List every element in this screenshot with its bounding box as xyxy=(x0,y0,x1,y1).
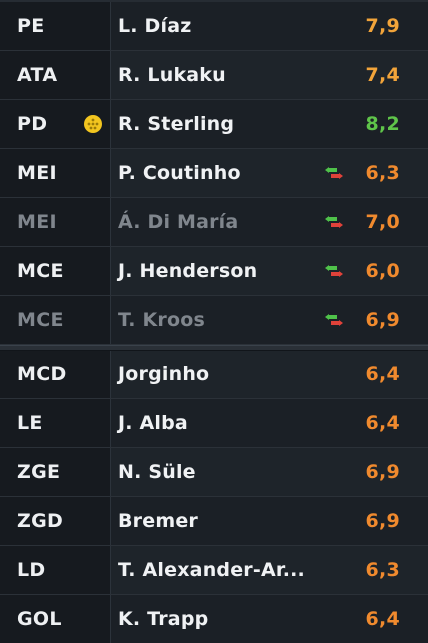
player-position: PE xyxy=(17,15,45,37)
player-rating: 6,9 xyxy=(365,461,400,483)
position-cell: GOL xyxy=(0,595,111,643)
player-row[interactable]: LE J. Alba 6,4 xyxy=(0,399,428,448)
player-row[interactable]: ATA R. Lukaku 7,4 xyxy=(0,51,428,100)
list-top-edge xyxy=(0,0,428,2)
player-position: MEI xyxy=(17,211,57,233)
player-position: ZGE xyxy=(17,461,61,483)
player-rating: 8,2 xyxy=(365,113,400,135)
player-rating: 7,4 xyxy=(365,64,400,86)
player-row[interactable]: MEI Á. Di María 7,0 xyxy=(0,198,428,247)
player-rating: 6,4 xyxy=(365,363,400,385)
player-row[interactable]: ZGE N. Süle 6,9 xyxy=(0,448,428,497)
player-row[interactable]: ZGD Bremer 6,9 xyxy=(0,497,428,546)
player-position: ZGD xyxy=(17,510,64,532)
player-name: Jorginho xyxy=(118,363,210,385)
player-name: T. Alexander-Ar... xyxy=(118,559,305,581)
player-name: T. Kroos xyxy=(118,309,206,331)
player-position: LE xyxy=(17,412,43,434)
player-rating: 6,9 xyxy=(365,309,400,331)
player-position: MCE xyxy=(17,309,64,331)
position-cell: LD xyxy=(0,546,111,594)
position-cell: MCD xyxy=(0,350,111,398)
position-cell: LE xyxy=(0,399,111,447)
player-name: L. Díaz xyxy=(118,15,192,37)
player-name: Bremer xyxy=(118,510,198,532)
ball-icon xyxy=(84,115,102,133)
substitution-icon xyxy=(325,314,343,326)
substitution-icon xyxy=(325,265,343,277)
position-cell: MCE xyxy=(0,296,111,344)
position-cell: ZGE xyxy=(0,448,111,496)
player-name: P. Coutinho xyxy=(118,162,241,184)
player-row[interactable]: MCE T. Kroos 6,9 xyxy=(0,296,428,345)
position-cell: PE xyxy=(0,2,111,50)
position-cell: MCE xyxy=(0,247,111,295)
player-position: MCD xyxy=(17,363,67,385)
position-cell: PD xyxy=(0,100,111,148)
player-row[interactable]: LD T. Alexander-Ar... 6,3 xyxy=(0,546,428,595)
player-position: ATA xyxy=(17,64,58,86)
player-rating: 7,9 xyxy=(365,15,400,37)
player-rating: 6,3 xyxy=(365,559,400,581)
player-rating: 6,3 xyxy=(365,162,400,184)
position-cell: ATA xyxy=(0,51,111,99)
bench-divider xyxy=(0,345,428,351)
player-position: MEI xyxy=(17,162,57,184)
position-cell: MEI xyxy=(0,198,111,246)
player-rating: 6,0 xyxy=(365,260,400,282)
player-rating: 7,0 xyxy=(365,211,400,233)
substitution-icon xyxy=(325,167,343,179)
player-position: GOL xyxy=(17,608,62,630)
position-cell: ZGD xyxy=(0,497,111,545)
position-cell: MEI xyxy=(0,149,111,197)
player-name: N. Süle xyxy=(118,461,196,483)
player-row[interactable]: PE L. Díaz 7,9 xyxy=(0,2,428,51)
player-rating: 6,4 xyxy=(365,608,400,630)
player-row[interactable]: MEI P. Coutinho 6,3 xyxy=(0,149,428,198)
player-position: MCE xyxy=(17,260,64,282)
player-position: PD xyxy=(17,113,48,135)
player-row[interactable]: PD R. Sterling 8,2 xyxy=(0,100,428,149)
player-name: R. Sterling xyxy=(118,113,235,135)
player-row[interactable]: MCD Jorginho 6,4 xyxy=(0,350,428,399)
substitution-icon xyxy=(325,216,343,228)
player-name: R. Lukaku xyxy=(118,64,226,86)
player-row[interactable]: GOL K. Trapp 6,4 xyxy=(0,595,428,643)
player-position: LD xyxy=(17,559,46,581)
player-name: K. Trapp xyxy=(118,608,209,630)
player-name: Á. Di María xyxy=(118,211,239,233)
player-name: J. Henderson xyxy=(118,260,258,282)
player-rating: 6,4 xyxy=(365,412,400,434)
player-rating: 6,9 xyxy=(365,510,400,532)
player-name: J. Alba xyxy=(118,412,188,434)
player-row[interactable]: MCE J. Henderson 6,0 xyxy=(0,247,428,296)
